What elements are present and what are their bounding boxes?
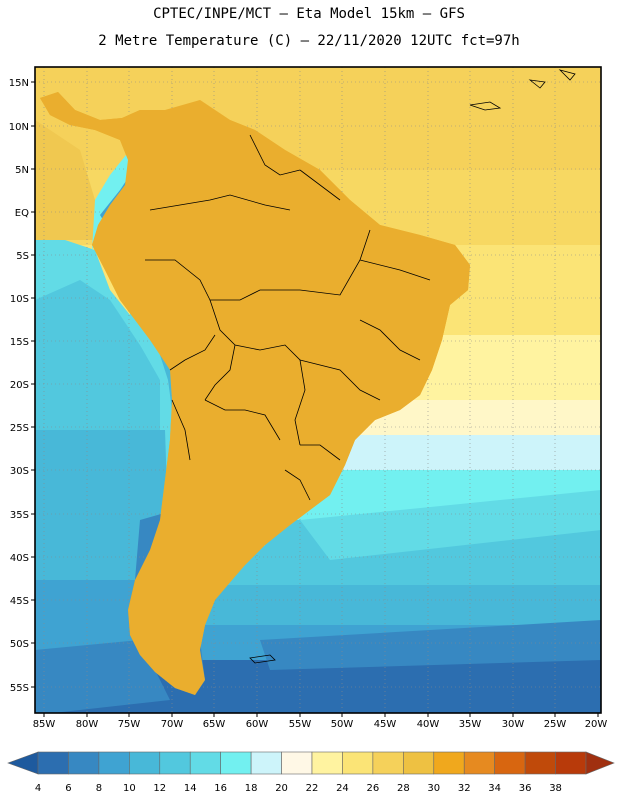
lon-label: 40W (417, 719, 440, 730)
lat-label: 45S (10, 596, 29, 607)
map-subtitle: 2 Metre Temperature (C) – 22/11/2020 12U… (98, 33, 520, 49)
legend-tick-label: 34 (488, 783, 501, 794)
lon-label: 75W (118, 719, 141, 730)
lon-label: 35W (459, 719, 482, 730)
legend-tick-label: 10 (123, 783, 136, 794)
lon-label: 70W (161, 719, 184, 730)
legend-tick-label: 26 (367, 783, 380, 794)
lat-label: 55S (10, 683, 29, 694)
lat-label: 30S (10, 466, 29, 477)
map-frame (34, 66, 602, 714)
lon-label: 30W (502, 719, 525, 730)
lon-labels: 85W 80W 75W 70W 65W 60W 55W 50W 45W 40W … (33, 719, 608, 730)
legend-tick-label: 20 (275, 783, 288, 794)
map-title: CPTEC/INPE/MCT – Eta Model 15km – GFS (153, 6, 465, 22)
legend-arrow-low (7, 751, 39, 775)
country-borders (145, 134, 431, 501)
lat-label: 35S (10, 510, 29, 521)
legend-tick-label: 8 (96, 783, 102, 794)
legend-tick-label: 4 (35, 783, 41, 794)
lat-label: 20S (10, 380, 29, 391)
lat-label: EQ (15, 208, 29, 219)
legend-tick-label: 12 (153, 783, 166, 794)
legend-swatch (494, 751, 526, 775)
legend-swatch (159, 751, 191, 775)
legend-swatch (433, 751, 465, 775)
lon-ticks (43, 713, 599, 717)
temperature-field (35, 67, 601, 713)
legend-swatch (250, 751, 282, 775)
legend-arrow-high (585, 751, 615, 775)
legend-tick-label: 28 (397, 783, 410, 794)
legend-tick-label: 30 (427, 783, 440, 794)
lon-label: 80W (76, 719, 99, 730)
lon-label: 60W (246, 719, 269, 730)
legend-tick-label: 16 (214, 783, 227, 794)
legend-swatch (37, 751, 69, 775)
legend-tick-label: 6 (65, 783, 71, 794)
legend-swatch (311, 751, 343, 775)
legend-tick-label: 38 (549, 783, 562, 794)
lon-label: 25W (544, 719, 567, 730)
lon-label: 55W (289, 719, 312, 730)
legend-tick-label: 36 (519, 783, 532, 794)
lon-label: 65W (203, 719, 226, 730)
legend-tick-label: 24 (336, 783, 349, 794)
lat-label: 25S (10, 423, 29, 434)
legend-swatch (220, 751, 252, 775)
legend-swatch (524, 751, 556, 775)
legend-swatch (372, 751, 404, 775)
legend-tick-label: 22 (306, 783, 319, 794)
lon-label: 50W (331, 719, 354, 730)
color-legend: 4 6 8 10 12 14 16 18 20 22 24 26 28 30 32 34 36 38 (7, 751, 615, 794)
lat-label: 10S (10, 294, 29, 305)
lon-label: 45W (374, 719, 397, 730)
lat-labels: 15N 10N 5N EQ 5S 10S 15S 20S 25S 30S 35S… (9, 78, 29, 694)
legend-swatch (555, 751, 587, 775)
lat-label: 5S (16, 251, 29, 262)
legend-swatch (129, 751, 161, 775)
lat-label: 15N (9, 78, 29, 89)
lat-label: 40S (10, 553, 29, 564)
caribbean-islands (249, 69, 576, 664)
lon-label: 85W (33, 719, 56, 730)
legend-swatch (189, 751, 221, 775)
lat-label: 15S (10, 337, 29, 348)
lat-label: 10N (9, 122, 29, 133)
lat-label: 5N (15, 165, 29, 176)
legend-tick-label: 32 (458, 783, 471, 794)
legend-tick-label: 14 (184, 783, 197, 794)
lon-label: 20W (585, 719, 608, 730)
legend-swatch (98, 751, 130, 775)
legend-swatch (68, 751, 100, 775)
legend-swatch (403, 751, 435, 775)
legend-swatch (342, 751, 374, 775)
legend-tick-label: 18 (245, 783, 258, 794)
lat-label: 50S (10, 639, 29, 650)
lat-ticks (31, 81, 35, 688)
legend-swatch (281, 751, 313, 775)
legend-swatch (463, 751, 495, 775)
